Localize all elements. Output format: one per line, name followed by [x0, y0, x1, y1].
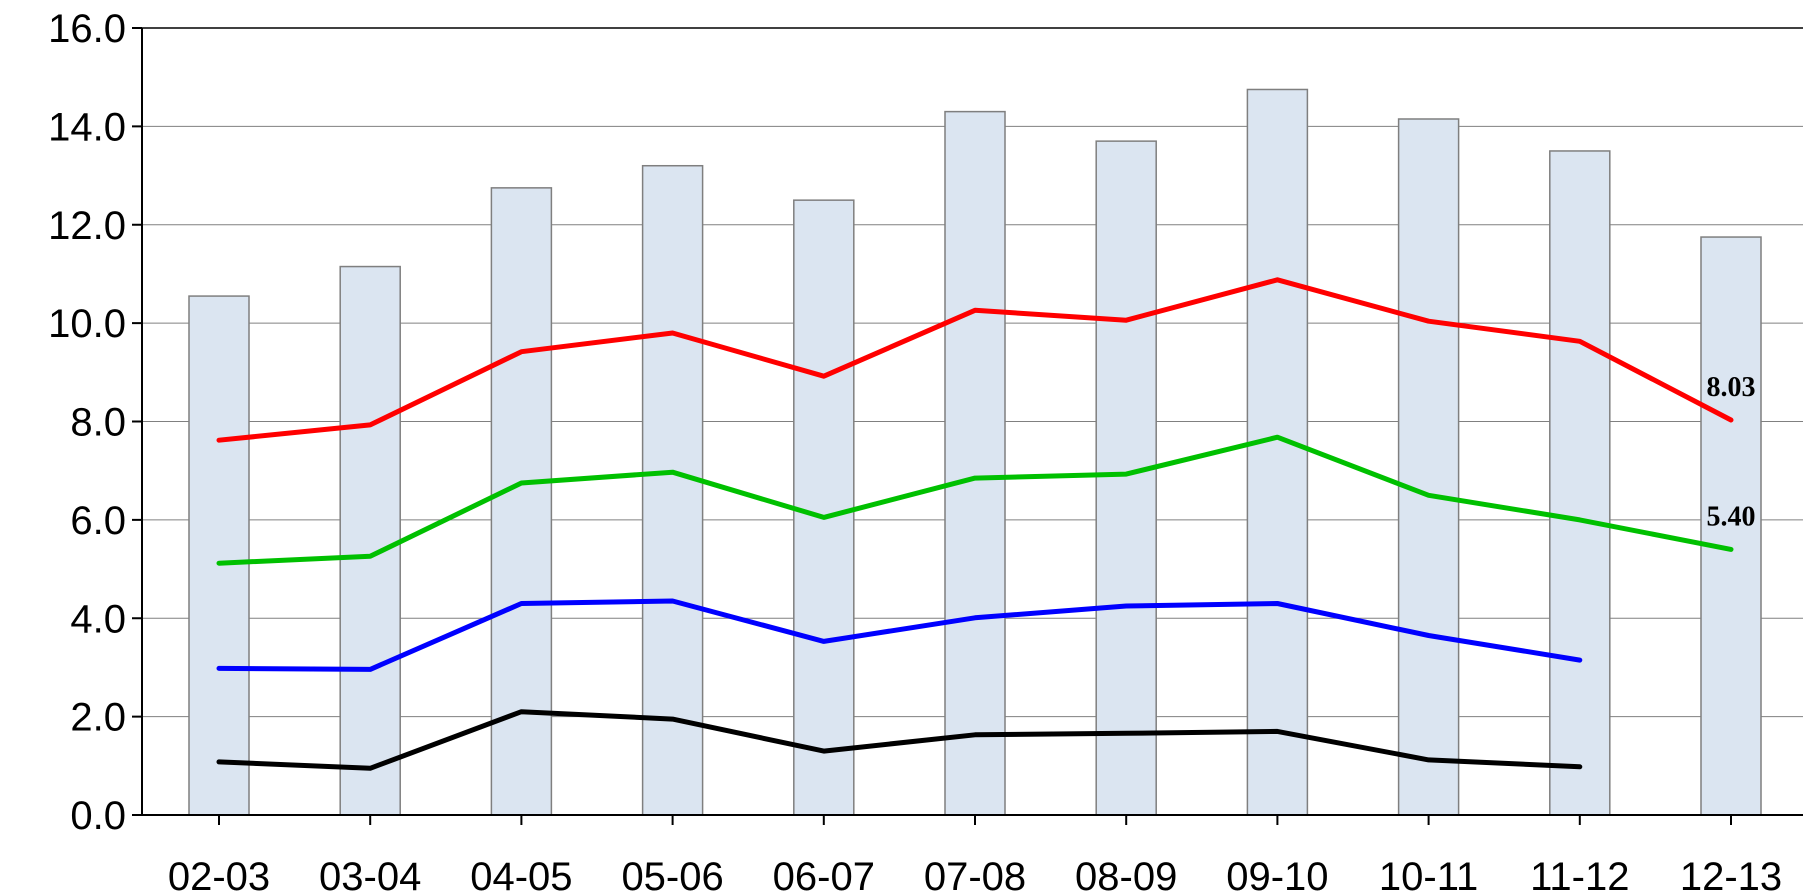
series-line-1 [216, 277, 1734, 443]
y-tick-label: 4.0 [70, 597, 126, 641]
y-tick-label: 0.0 [70, 794, 126, 838]
bar [188, 295, 250, 816]
x-tick-label: 10-11 [1379, 855, 1478, 896]
bar [1095, 140, 1157, 816]
bars [188, 88, 1762, 816]
bar [793, 199, 855, 816]
y-tick-label: 6.0 [70, 499, 126, 543]
x-tick-label: 09-10 [1226, 855, 1328, 896]
y-tick-label: 2.0 [70, 696, 126, 740]
x-tick-label: 03-04 [319, 855, 421, 896]
x-tick-label: 04-05 [470, 855, 572, 896]
axes [132, 27, 1803, 825]
y-tick-label: 10.0 [48, 302, 126, 346]
x-tick-label: 11-12 [1530, 855, 1629, 896]
y-tick-label: 8.0 [70, 401, 126, 445]
x-tick-label: 06-07 [773, 855, 875, 896]
series-line-3 [216, 598, 1583, 672]
x-tick-label: 02-03 [168, 855, 270, 896]
bar [1549, 150, 1611, 816]
bar [1246, 88, 1309, 816]
bar [944, 110, 1006, 816]
bar [1700, 236, 1762, 816]
labels: 0.0 2.0 4.0 6.0 8.0 10.0 12.0 14.0 16.0 02-03 03-0… [48, 7, 1782, 896]
bar [1397, 118, 1460, 816]
x-tick-label: 08-09 [1075, 855, 1177, 896]
y-tick-label: 14.0 [48, 105, 126, 149]
data-label: 8.03 [1707, 372, 1756, 403]
series-line-2 [216, 434, 1734, 566]
bar [641, 164, 704, 816]
y-tick-label: 12.0 [48, 204, 126, 248]
x-tick-label: 12-13 [1680, 855, 1782, 896]
x-tick-label: 07-08 [924, 855, 1026, 896]
x-tick-label: 05-06 [621, 855, 723, 896]
series-lines [216, 277, 1734, 771]
series-line-4 [216, 709, 1583, 771]
y-tick-label: 16.0 [48, 7, 126, 51]
data-label: 5.40 [1707, 501, 1756, 532]
bar [339, 265, 401, 816]
